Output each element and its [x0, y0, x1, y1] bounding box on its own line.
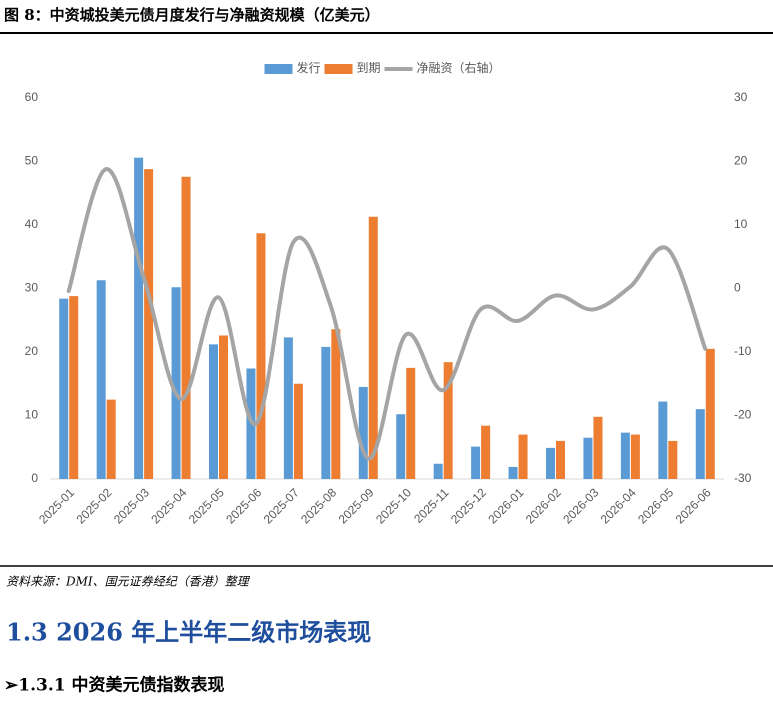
y2-tick-label: -30	[734, 471, 752, 485]
legend-label: 发行	[297, 60, 321, 75]
bar	[593, 416, 603, 479]
x-tick-label: 2025-11	[411, 485, 452, 526]
bar	[481, 425, 491, 479]
x-tick-label: 2025-05	[186, 485, 227, 526]
x-tick-label: 2025-01	[36, 485, 77, 526]
x-tick-label: 2026-02	[523, 485, 564, 526]
x-tick-label: 2025-02	[73, 485, 114, 526]
y-tick-label: 20	[25, 344, 39, 358]
bar	[209, 344, 218, 479]
bar	[358, 386, 368, 479]
y2-tick-label: 0	[734, 281, 741, 295]
y-tick-label: 50	[25, 154, 39, 168]
y2-tick-label: 20	[734, 154, 748, 168]
x-tick-label: 2025-08	[298, 485, 339, 526]
legend-swatch	[324, 64, 353, 74]
bar	[219, 335, 228, 479]
y-tick-label: 0	[31, 471, 38, 485]
x-tick-label: 2025-04	[148, 485, 189, 526]
bar	[283, 337, 293, 479]
subsection-heading: ➢1.3.1 中资美元债指数表现	[4, 675, 225, 696]
bar	[518, 434, 528, 479]
x-tick-label: 2025-12	[448, 485, 489, 526]
bar	[368, 216, 378, 479]
bar	[69, 296, 79, 479]
bar	[556, 440, 565, 479]
bar	[181, 176, 191, 480]
x-tick-label: 2026-03	[560, 485, 601, 526]
x-tick-label: 2025-03	[111, 485, 152, 526]
legend-label: 到期	[357, 61, 381, 75]
x-tick-label: 2026-06	[673, 485, 714, 526]
bar	[658, 401, 668, 479]
x-tick-label: 2026-01	[485, 485, 526, 526]
y2-tick-label: 10	[734, 217, 748, 231]
bar	[705, 348, 715, 479]
line	[66, 167, 708, 461]
bar	[96, 280, 106, 479]
bar	[293, 383, 303, 479]
y-tick-label: 60	[25, 90, 39, 104]
y2-tick-label: -20	[734, 408, 752, 422]
bar	[59, 298, 69, 479]
x-tick-label: 2025-07	[261, 485, 302, 526]
bar	[406, 367, 416, 479]
y-tick-label: 30	[25, 281, 39, 295]
x-tick-label: 2026-05	[635, 485, 676, 526]
y2-tick-label: 30	[734, 90, 748, 104]
bar	[331, 329, 341, 479]
x-tick-label: 2025-06	[223, 485, 264, 526]
x-tick-label: 2025-10	[373, 485, 414, 526]
bar	[546, 447, 555, 479]
bar	[433, 463, 443, 479]
bar	[106, 399, 116, 479]
bar	[620, 432, 630, 479]
x-tick-label: 2026-04	[598, 485, 639, 526]
bar	[471, 446, 481, 479]
bar	[134, 157, 144, 479]
y-tick-label: 40	[25, 217, 39, 231]
bar	[630, 434, 640, 479]
bar	[443, 362, 453, 479]
bar	[256, 233, 266, 479]
bar	[171, 287, 181, 479]
y2-tick-label: -10	[734, 344, 752, 358]
bar	[668, 440, 678, 479]
y-tick-label: 10	[25, 408, 39, 422]
bar	[396, 414, 406, 479]
section-heading: 1.3 2026 年上半年二级市场表现	[6, 618, 371, 647]
bar	[583, 437, 593, 479]
bar	[321, 346, 331, 479]
legend-label: 净融资（右轴）	[417, 60, 501, 75]
bar	[695, 409, 705, 479]
legend-swatch	[264, 64, 293, 74]
bar	[508, 466, 518, 479]
figure-caption: 图 8：中资城投美元债月度发行与净融资规模（亿美元）	[4, 6, 380, 24]
x-tick-label: 2025-09	[336, 485, 377, 526]
bar	[144, 169, 154, 479]
source-note: 资料来源：DMI、国元证券经纪（香港）整理	[6, 575, 251, 589]
